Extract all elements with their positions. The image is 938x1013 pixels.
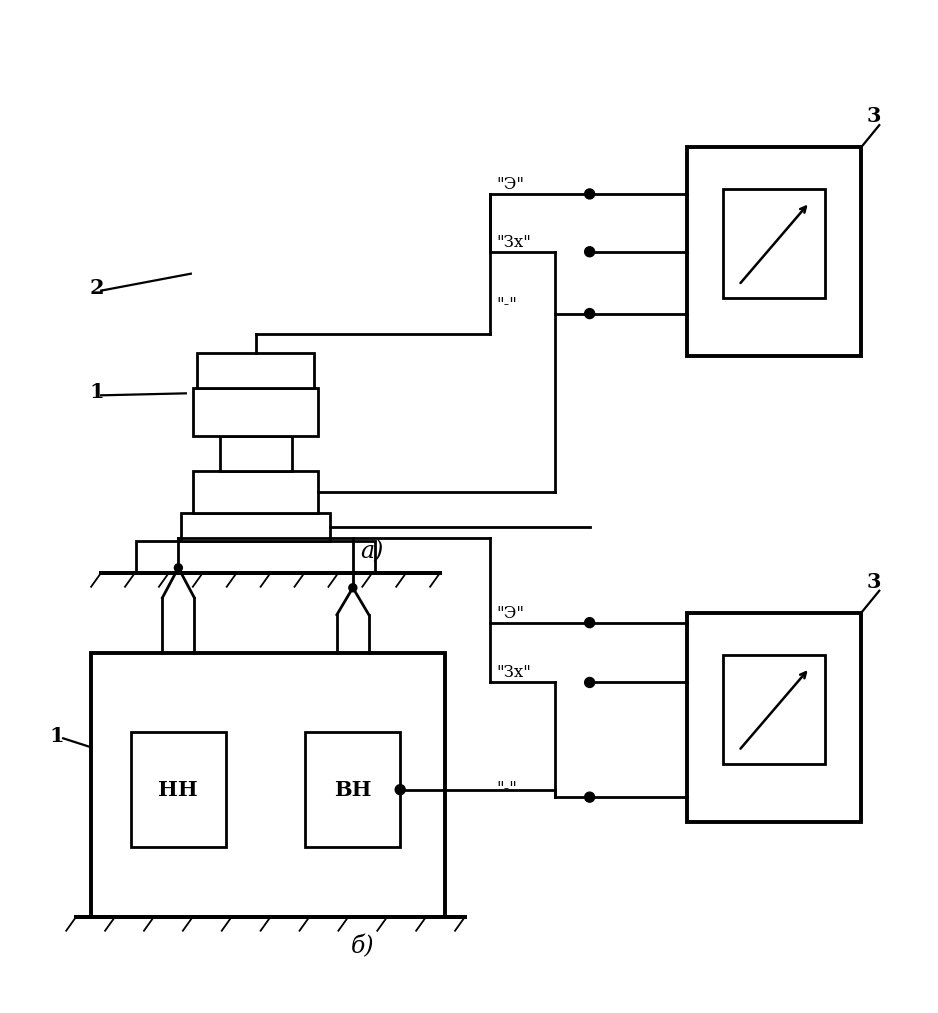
Circle shape xyxy=(584,247,595,256)
Text: 3: 3 xyxy=(867,571,881,592)
FancyBboxPatch shape xyxy=(193,388,318,437)
Text: "Э": "Э" xyxy=(496,176,524,192)
Text: 2: 2 xyxy=(89,278,104,298)
Text: б): б) xyxy=(351,935,374,958)
Text: a): a) xyxy=(360,540,384,563)
Text: 1: 1 xyxy=(50,726,64,747)
FancyBboxPatch shape xyxy=(131,732,226,847)
Circle shape xyxy=(349,583,356,592)
Text: "-": "-" xyxy=(496,779,517,796)
Text: 3: 3 xyxy=(867,106,881,127)
Circle shape xyxy=(584,309,595,318)
FancyBboxPatch shape xyxy=(193,471,318,513)
Text: "-": "-" xyxy=(496,296,517,313)
Text: "Зх": "Зх" xyxy=(496,665,531,682)
FancyBboxPatch shape xyxy=(723,655,825,764)
FancyBboxPatch shape xyxy=(306,732,401,847)
Text: НН: НН xyxy=(159,780,198,799)
Text: 1: 1 xyxy=(89,382,104,402)
FancyBboxPatch shape xyxy=(687,613,861,823)
Circle shape xyxy=(584,189,595,199)
FancyBboxPatch shape xyxy=(219,437,292,471)
Circle shape xyxy=(584,678,595,688)
Text: "Э": "Э" xyxy=(496,605,524,622)
Text: "Зх": "Зх" xyxy=(496,234,531,251)
FancyBboxPatch shape xyxy=(91,652,445,917)
Circle shape xyxy=(395,785,405,794)
FancyBboxPatch shape xyxy=(197,354,314,388)
FancyBboxPatch shape xyxy=(687,147,861,357)
Circle shape xyxy=(584,618,595,628)
FancyBboxPatch shape xyxy=(181,513,330,541)
FancyBboxPatch shape xyxy=(723,189,825,298)
Text: ВН: ВН xyxy=(334,780,371,799)
FancyBboxPatch shape xyxy=(136,541,375,572)
Circle shape xyxy=(584,792,595,802)
Circle shape xyxy=(174,564,182,571)
